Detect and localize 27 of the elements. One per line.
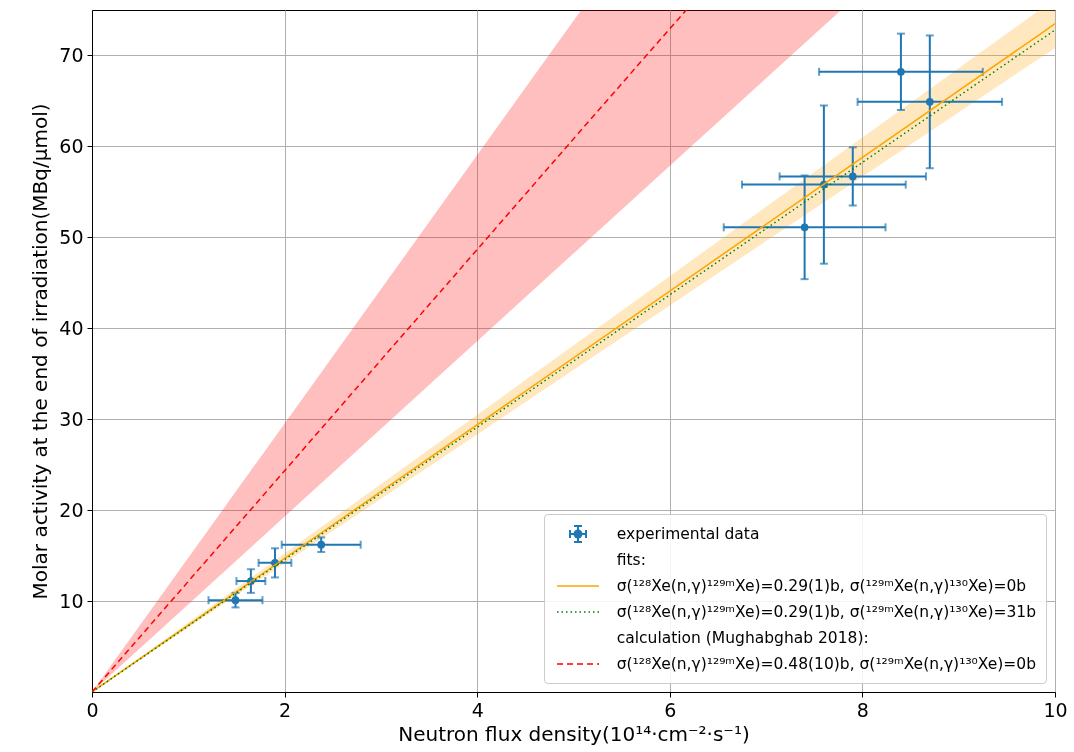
point <box>925 97 934 106</box>
y-tick-label: 50 <box>59 225 84 248</box>
y-axis-title: Molar activity at the end of irradiation(MBq/μmol) <box>28 103 53 600</box>
legend-label: experimental data <box>616 525 760 543</box>
legend-label: σ(¹²⁸Xe(n,γ)¹²⁹ᵐXe)=0.48(10)b, σ(¹²⁹ᵐXe(n,γ)¹³⁰Xe)=0b <box>616 655 1036 673</box>
point <box>231 596 240 605</box>
y-tick-label: 30 <box>59 407 84 430</box>
point <box>800 223 809 232</box>
x-tick-label: 10 <box>1043 698 1068 721</box>
x-tick-label: 8 <box>856 698 869 721</box>
x-tick-label: 6 <box>664 698 677 721</box>
point <box>897 67 905 76</box>
legend-label: σ(¹²⁸Xe(n,γ)¹²⁹ᵐXe)=0.29(1)b, σ(¹²⁹ᵐXe(n,γ)¹³⁰Xe)=31b <box>616 603 1036 621</box>
annotation: fits: <box>616 551 646 569</box>
y-tick-label: 10 <box>59 589 84 612</box>
y-tick-label: 60 <box>59 134 84 157</box>
legend-label: σ(¹²⁸Xe(n,γ)¹²⁹ᵐXe)=0.29(1)b, σ(¹²⁹ᵐXe(n,γ)¹³⁰Xe)=0b <box>616 577 1027 595</box>
x-tick-label: 4 <box>471 698 484 721</box>
x-tick-label: 0 <box>86 698 99 721</box>
y-tick-label: 20 <box>59 498 84 521</box>
y-tick-label: 70 <box>59 43 84 66</box>
point <box>848 172 857 181</box>
x-axis-title: Neutron flux density(10¹⁴·cm⁻²·s⁻¹) <box>398 721 750 746</box>
x-tick-label: 2 <box>279 698 292 721</box>
point <box>317 540 326 549</box>
y-tick-label: 40 <box>59 316 84 339</box>
annotation: calculation (Mughabghab 2018): <box>616 629 869 647</box>
